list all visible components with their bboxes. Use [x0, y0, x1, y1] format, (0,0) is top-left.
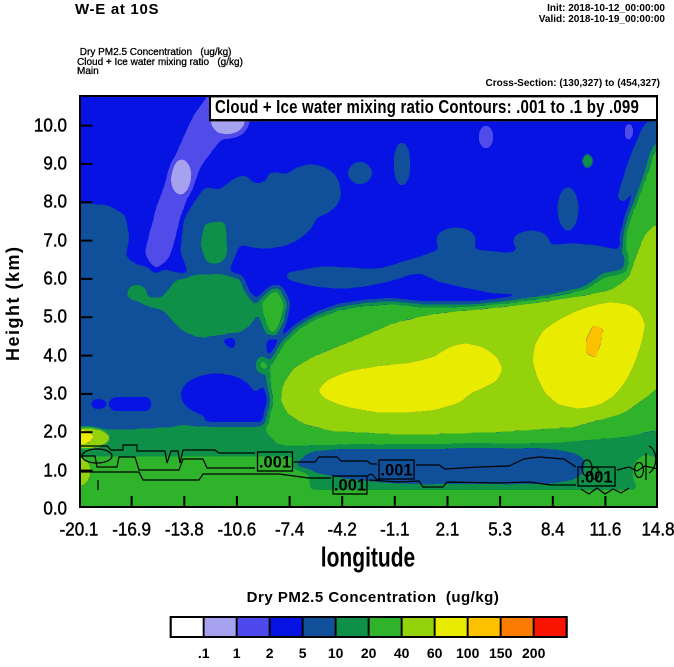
- svg-text:.001: .001: [259, 454, 291, 472]
- svg-text:.001: .001: [334, 477, 366, 495]
- svg-text:.001: .001: [580, 469, 612, 487]
- svg-text:.001: .001: [380, 462, 412, 480]
